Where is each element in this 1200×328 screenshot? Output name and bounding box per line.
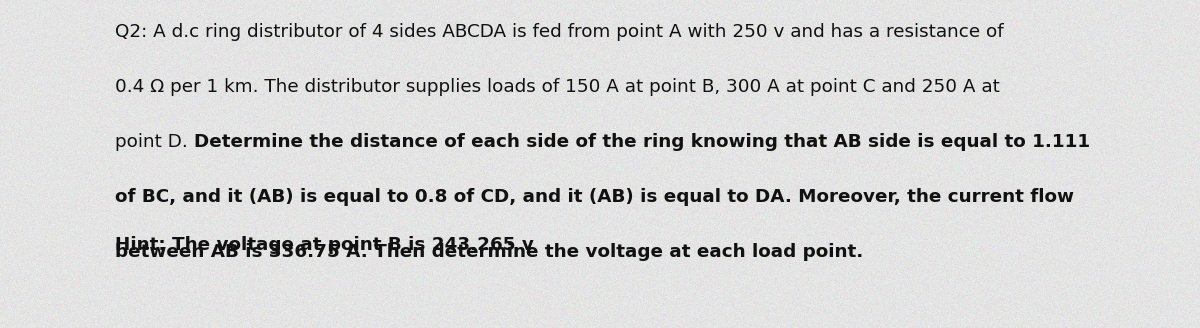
Text: of BC, and it (AB) is equal to 0.8 of CD, and it (AB) is equal to DA. Moreover, : of BC, and it (AB) is equal to 0.8 of CD… <box>115 188 1074 206</box>
Text: Q2: A d.c ring distributor of 4 sides ABCDA is fed from point A with 250 v and h: Q2: A d.c ring distributor of 4 sides AB… <box>115 23 1004 41</box>
Text: point D.: point D. <box>115 133 194 151</box>
Text: Hint: The voltage at point B is 243.265 v: Hint: The voltage at point B is 243.265 … <box>115 236 534 254</box>
Text: 0.4 Ω per 1 km. The distributor supplies loads of 150 A at point B, 300 A at poi: 0.4 Ω per 1 km. The distributor supplies… <box>115 78 1000 96</box>
Text: Determine the distance of each side of the ring knowing that AB side is equal to: Determine the distance of each side of t… <box>194 133 1090 151</box>
Text: between AB is 336.75 A. Then determine the voltage at each load point.: between AB is 336.75 A. Then determine t… <box>115 243 864 261</box>
